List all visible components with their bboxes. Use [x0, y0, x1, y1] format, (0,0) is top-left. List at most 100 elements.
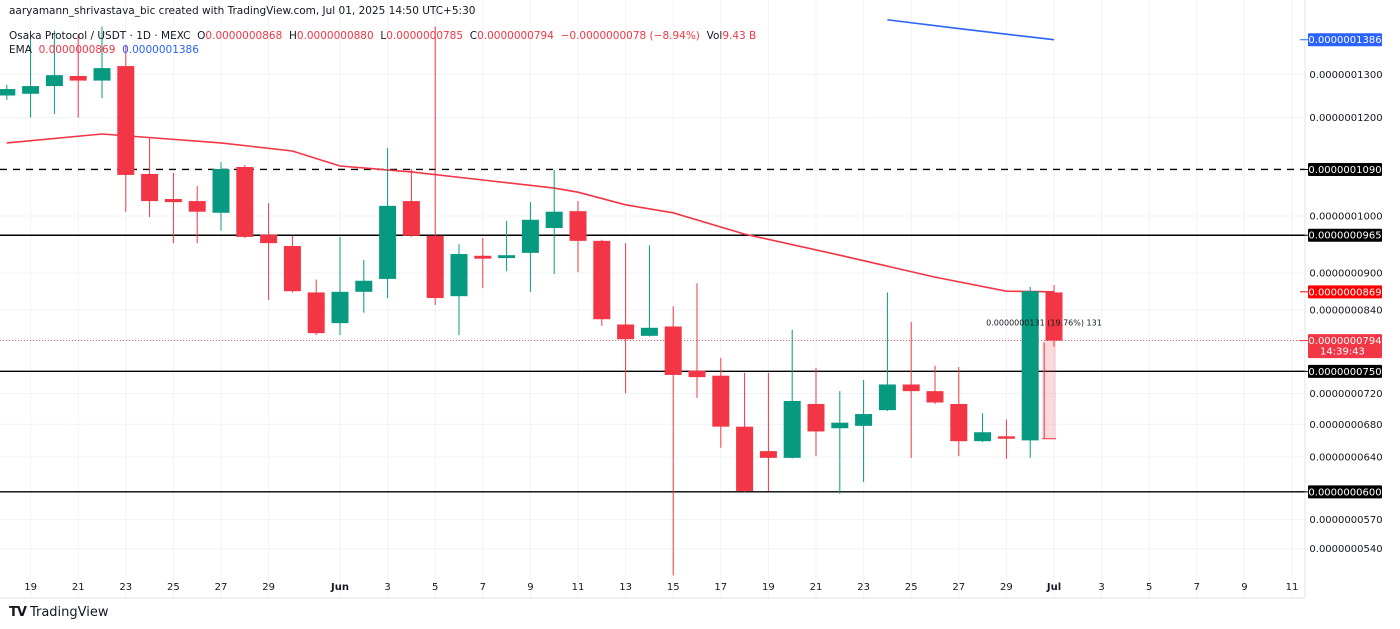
candle-body [617, 324, 635, 340]
candle[interactable] [379, 148, 397, 299]
candle-body [926, 391, 944, 403]
candle[interactable] [402, 168, 420, 237]
time-tick-label: 23 [119, 582, 132, 593]
candle-body [902, 384, 920, 392]
time-tick-label: 9 [1241, 582, 1247, 593]
candle[interactable] [759, 372, 777, 491]
candle[interactable] [712, 357, 730, 448]
candle-body [283, 245, 301, 292]
time-tick-label: 29 [262, 582, 275, 593]
candle-body [0, 89, 16, 96]
candle[interactable] [474, 238, 492, 289]
candle-body [736, 426, 754, 491]
time-tick-label: 17 [714, 582, 727, 593]
candle[interactable] [1045, 285, 1063, 347]
price-tick-label: 0.0000001000 [1309, 212, 1382, 223]
ema-short-value: 0.0000000869 [38, 44, 116, 56]
candle-body [117, 66, 135, 175]
candle[interactable] [736, 372, 754, 492]
candle[interactable] [664, 306, 682, 576]
candle[interactable] [783, 329, 801, 459]
candle[interactable] [926, 365, 944, 404]
measure-tool[interactable]: 0.0000000131 (19.76%) 131 [986, 319, 1102, 440]
candle[interactable] [236, 165, 254, 239]
candle[interactable] [0, 84, 16, 100]
candle[interactable] [307, 279, 325, 336]
candle[interactable] [1021, 286, 1039, 458]
measure-range-box[interactable] [1042, 340, 1056, 439]
time-tick-label: Jun [330, 582, 349, 593]
candle[interactable] [164, 172, 182, 244]
candle-body [1021, 291, 1039, 441]
candle[interactable] [545, 169, 563, 275]
horizontal-levels[interactable] [0, 168, 1305, 493]
candle-body [307, 292, 325, 334]
candle[interactable] [807, 367, 825, 457]
candle[interactable] [593, 239, 611, 326]
symbol-title[interactable]: Osaka Protocol / USDT · 1D · MEXC [9, 30, 191, 42]
candle[interactable] [141, 138, 159, 218]
candle-body [331, 291, 349, 324]
candle[interactable] [569, 201, 587, 273]
candle[interactable] [117, 45, 135, 212]
candle[interactable] [498, 220, 516, 272]
time-tick-label: 15 [667, 582, 680, 593]
candle[interactable] [283, 235, 301, 293]
candle[interactable] [331, 236, 349, 336]
candle-body [22, 86, 40, 94]
candle[interactable] [69, 34, 87, 118]
ema-long-price-tag: 0.0000001386 [1308, 35, 1381, 46]
time-tick-label: 25 [167, 582, 180, 593]
candle-body [236, 166, 254, 237]
candle[interactable] [950, 367, 968, 457]
candle-body [712, 375, 730, 427]
time-tick-label: 7 [480, 582, 486, 593]
candle[interactable] [997, 419, 1015, 459]
candle[interactable] [22, 38, 40, 118]
candle[interactable] [831, 391, 849, 494]
candle-body [545, 211, 563, 229]
candle-body [569, 211, 587, 241]
candle-body [426, 235, 444, 299]
ema-long-price-tag-bg [1308, 33, 1382, 47]
candle-body [640, 327, 658, 336]
symbol-legend: Osaka Protocol / USDT · 1D · MEXC O0.000… [9, 30, 756, 42]
candle-body [783, 400, 801, 458]
candle[interactable] [617, 243, 635, 394]
candles[interactable] [0, 26, 1063, 576]
candle[interactable] [878, 292, 896, 411]
candle-body [93, 68, 111, 81]
candle[interactable] [212, 162, 230, 231]
candle[interactable] [521, 202, 539, 292]
ema-label[interactable]: EMA [9, 44, 32, 56]
candle[interactable] [426, 26, 444, 306]
candle[interactable] [188, 186, 206, 244]
candle[interactable] [45, 30, 63, 114]
candle-body [759, 451, 777, 458]
candle[interactable] [93, 26, 111, 99]
candle[interactable] [902, 321, 920, 458]
brand-name: TradingView [29, 605, 109, 620]
candle[interactable] [640, 245, 658, 337]
time-tick-label: 27 [952, 582, 965, 593]
candle[interactable] [688, 283, 706, 398]
candle[interactable] [974, 413, 992, 443]
time-axis[interactable]: 19 21 23 25 27 29 Jun 3 5 7 9 11 13 15 17 19 21 23 25 27 29 J… [24, 582, 1298, 593]
candle-body [950, 403, 968, 442]
price-tick-label: 0.0000000680 [1309, 420, 1382, 431]
candle[interactable] [855, 380, 873, 483]
candle[interactable] [260, 203, 278, 300]
tradingview-logo-icon: TV [9, 605, 27, 620]
grid [0, 0, 1305, 598]
price-axis[interactable]: 0.0000001300 0.0000001200 0.0000001000 0.00… [1300, 33, 1383, 555]
candle-body [69, 75, 87, 81]
ema-lines [6, 19, 1055, 293]
close-label: C [469, 30, 478, 42]
tradingview-brand[interactable]: TV TradingView [9, 605, 108, 620]
time-tick-label: 23 [857, 582, 870, 593]
candle[interactable] [355, 259, 373, 313]
candle-body [974, 432, 992, 442]
candle[interactable] [450, 244, 468, 336]
time-tick-label: 25 [905, 582, 918, 593]
